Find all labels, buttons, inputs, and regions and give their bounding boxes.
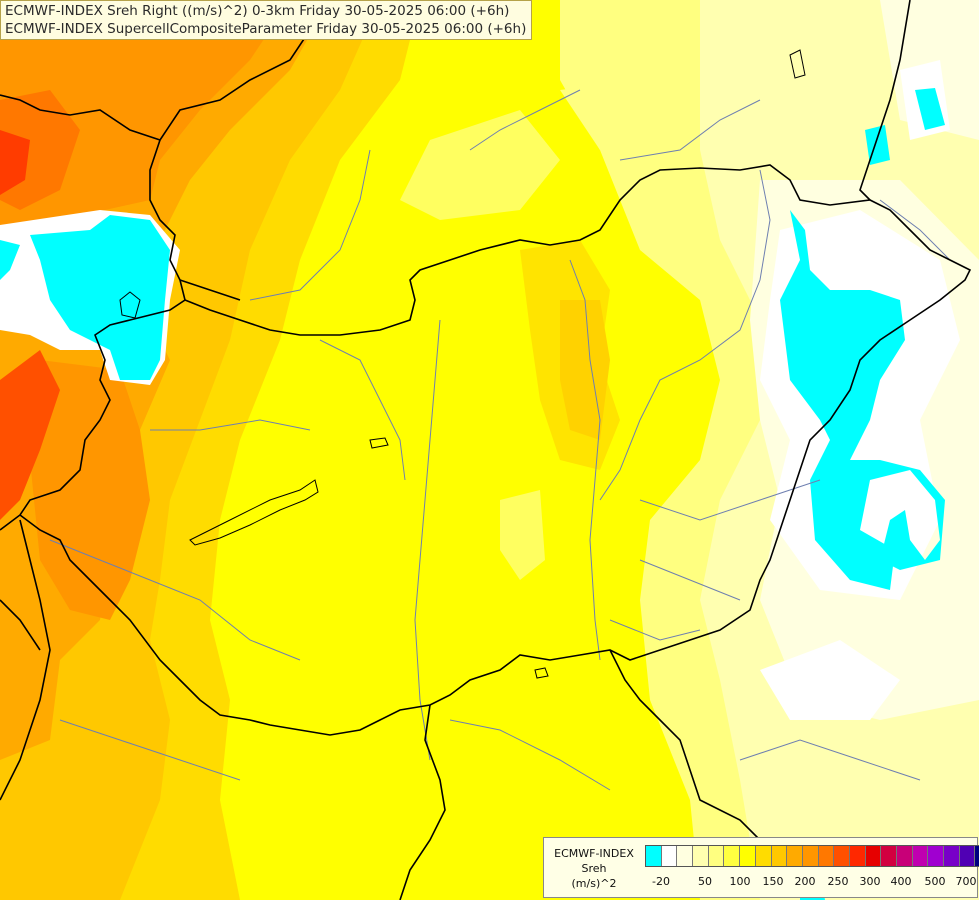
color-legend: ECMWF-INDEX Sreh (m/s)^2 -20 50 100 150 200 2… bbox=[543, 837, 979, 898]
legend-tick-label: 150 bbox=[762, 875, 784, 888]
west-dark-orange bbox=[0, 0, 290, 230]
southeast-white bbox=[760, 640, 900, 720]
map-title-box: ECMWF-INDEX Sreh Right ((m/s)^2) 0-3km F… bbox=[0, 0, 533, 40]
rivers bbox=[49, 89, 951, 791]
legend-tick-label: -20 bbox=[652, 875, 670, 888]
legend-tick-label: 300 bbox=[859, 875, 881, 888]
legend-tick-label: 700 bbox=[955, 875, 977, 888]
legend-swatch bbox=[818, 846, 835, 866]
cyan-east-large bbox=[780, 210, 945, 590]
legend-swatch bbox=[724, 846, 741, 866]
legend-title: ECMWF-INDEX Sreh (m/s)^2 bbox=[548, 846, 640, 891]
legend-swatch bbox=[975, 846, 979, 866]
legend-swatch bbox=[693, 846, 709, 866]
legend-swatch bbox=[865, 846, 882, 866]
legend-swatch bbox=[834, 846, 850, 866]
legend-swatch bbox=[802, 846, 819, 866]
legend-title-line-2: Sreh bbox=[581, 862, 607, 875]
legend-swatch bbox=[849, 846, 866, 866]
legend-swatch bbox=[897, 846, 913, 866]
legend-swatch bbox=[959, 846, 976, 866]
legend-tick-label: 500 bbox=[924, 875, 946, 888]
legend-swatch bbox=[881, 846, 897, 866]
cyan-west-left bbox=[0, 240, 20, 280]
north-light-patch2 bbox=[560, 80, 660, 150]
legend-swatch bbox=[928, 846, 945, 866]
legend-swatch bbox=[944, 846, 960, 866]
legend-swatch bbox=[677, 846, 694, 866]
title-line-1: ECMWF-INDEX Sreh Right ((m/s)^2) 0-3km F… bbox=[5, 3, 510, 19]
legend-title-line-3: (m/s)^2 bbox=[571, 877, 617, 890]
west-red-core bbox=[0, 130, 30, 195]
legend-tick-label: 250 bbox=[827, 875, 849, 888]
legend-tick-label: 400 bbox=[890, 875, 912, 888]
west-red-patch bbox=[0, 350, 60, 520]
north-light-patch bbox=[400, 110, 560, 220]
legend-swatch bbox=[646, 846, 662, 866]
legend-ticks: -20 50 100 150 200 250 300 400 500 700 bbox=[645, 875, 977, 889]
legend-swatch bbox=[661, 846, 678, 866]
legend-swatch bbox=[771, 846, 788, 866]
legend-swatch bbox=[755, 846, 772, 866]
legend-tick-label: 200 bbox=[794, 875, 816, 888]
central-light-patch bbox=[500, 490, 545, 580]
cyan-north bbox=[915, 88, 945, 130]
legend-swatch bbox=[708, 846, 725, 866]
lakes bbox=[119, 49, 806, 679]
legend-title-line-1: ECMWF-INDEX bbox=[554, 847, 634, 860]
legend-tick-label: 50 bbox=[698, 875, 712, 888]
legend-swatch bbox=[740, 846, 756, 866]
legend-swatch bbox=[787, 846, 803, 866]
legend-tick-label: 100 bbox=[729, 875, 751, 888]
west-dark-orange-2 bbox=[30, 360, 150, 620]
title-line-2: ECMWF-INDEX SupercellCompositeParameter … bbox=[5, 21, 527, 37]
cyan-west bbox=[30, 215, 170, 380]
legend-swatch bbox=[912, 846, 929, 866]
legend-color-ramp bbox=[645, 845, 979, 867]
